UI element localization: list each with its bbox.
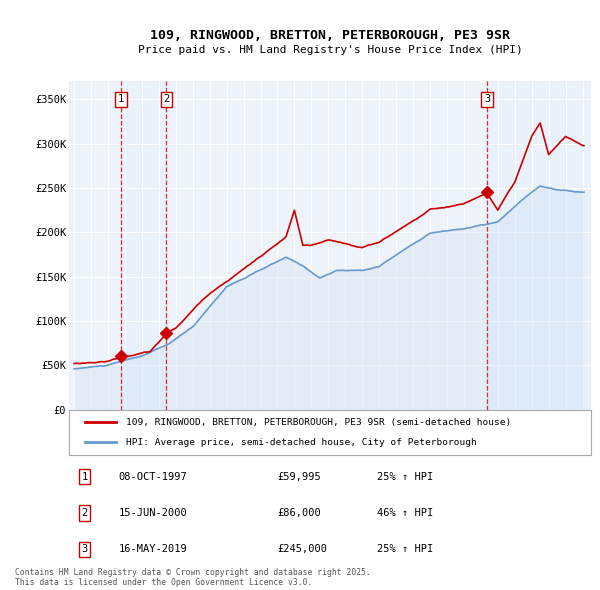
Text: 109, RINGWOOD, BRETTON, PETERBOROUGH, PE3 9SR (semi-detached house): 109, RINGWOOD, BRETTON, PETERBOROUGH, PE… bbox=[127, 418, 512, 427]
Text: 2: 2 bbox=[82, 508, 88, 518]
Text: £59,995: £59,995 bbox=[278, 471, 322, 481]
Text: 2: 2 bbox=[163, 94, 170, 104]
Text: 109, RINGWOOD, BRETTON, PETERBOROUGH, PE3 9SR: 109, RINGWOOD, BRETTON, PETERBOROUGH, PE… bbox=[150, 29, 510, 42]
Bar bbox=[487, 81, 591, 409]
Text: 25% ↑ HPI: 25% ↑ HPI bbox=[377, 544, 433, 554]
Text: 08-OCT-1997: 08-OCT-1997 bbox=[119, 471, 187, 481]
Text: £86,000: £86,000 bbox=[278, 508, 322, 518]
Text: 46% ↑ HPI: 46% ↑ HPI bbox=[377, 508, 433, 518]
Text: 1: 1 bbox=[118, 94, 124, 104]
Bar bbox=[121, 81, 166, 409]
Text: HPI: Average price, semi-detached house, City of Peterborough: HPI: Average price, semi-detached house,… bbox=[127, 438, 477, 447]
Text: £245,000: £245,000 bbox=[278, 544, 328, 554]
Text: 16-MAY-2019: 16-MAY-2019 bbox=[119, 544, 187, 554]
Text: 15-JUN-2000: 15-JUN-2000 bbox=[119, 508, 187, 518]
Text: Contains HM Land Registry data © Crown copyright and database right 2025.
This d: Contains HM Land Registry data © Crown c… bbox=[15, 568, 371, 587]
Text: 3: 3 bbox=[82, 544, 88, 554]
Text: 3: 3 bbox=[484, 94, 490, 104]
Text: 25% ↑ HPI: 25% ↑ HPI bbox=[377, 471, 433, 481]
Text: 1: 1 bbox=[82, 471, 88, 481]
Text: Price paid vs. HM Land Registry's House Price Index (HPI): Price paid vs. HM Land Registry's House … bbox=[137, 45, 523, 54]
